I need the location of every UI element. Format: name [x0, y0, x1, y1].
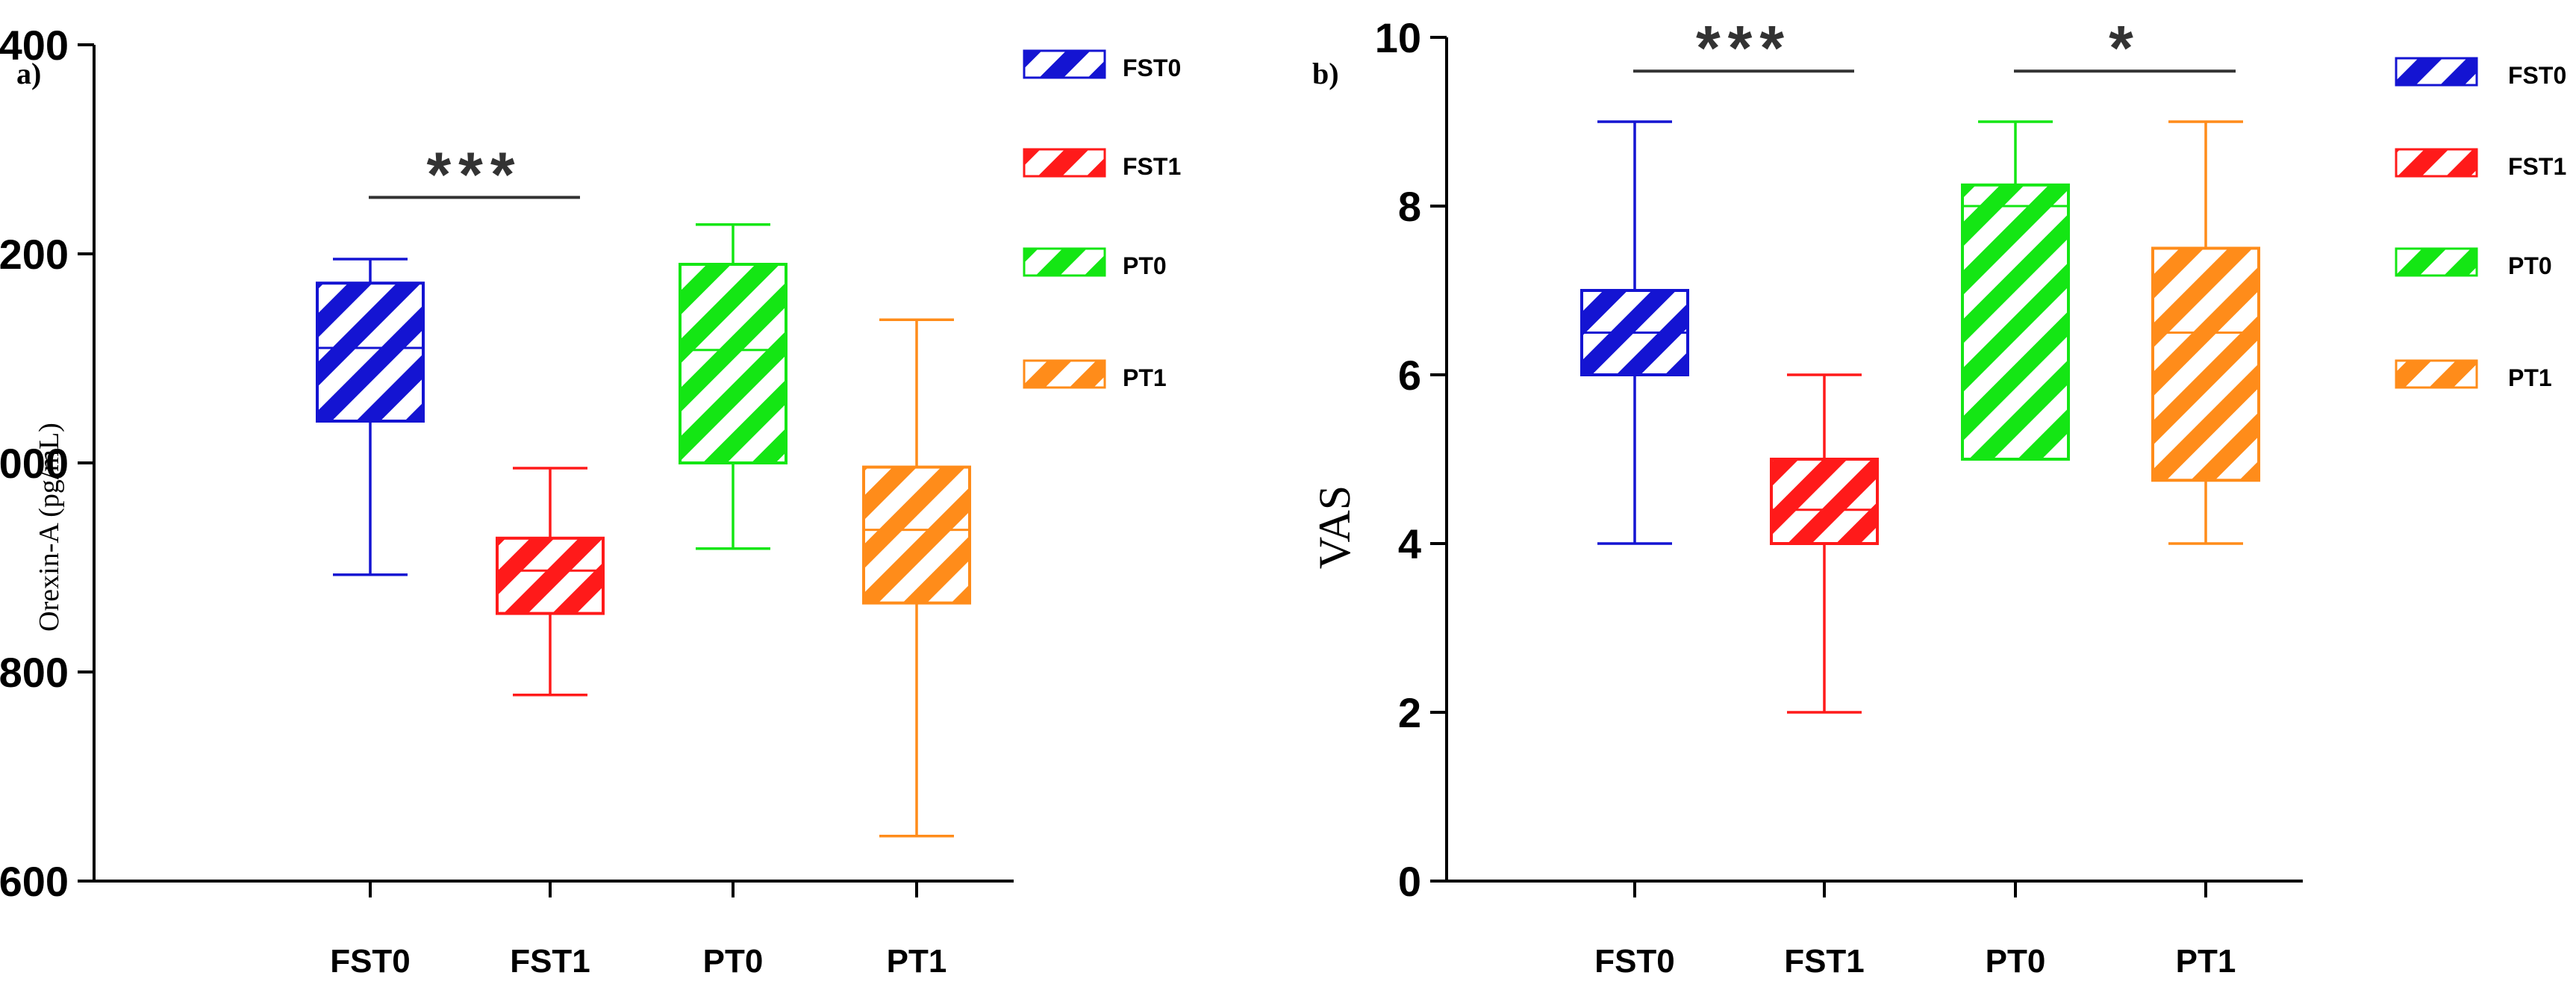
significance-stars: *: [2109, 13, 2141, 83]
box-iqr: [1961, 183, 2070, 461]
legend-item-fst1: FST1: [2395, 148, 2566, 180]
box-iqr: [316, 281, 425, 423]
legend-label: PT0: [2508, 252, 2552, 279]
legend-label: FST1: [2508, 153, 2566, 180]
legend-label: FST0: [2508, 62, 2566, 89]
x-tick-label: PT1: [2176, 943, 2236, 980]
y-tick-label: 2: [1398, 689, 1421, 736]
box-fst0: [316, 258, 425, 576]
panel-label: a): [16, 57, 41, 90]
legend-label: FST1: [1123, 153, 1181, 180]
box-fst0: [1580, 120, 1689, 545]
legend-item-pt0: PT0: [1023, 247, 1167, 279]
significance-stars: ***: [426, 139, 522, 209]
legend-label: PT0: [1123, 252, 1167, 279]
box-iqr: [679, 263, 788, 464]
y-tick-label: 2600: [0, 858, 69, 905]
legend-swatch: [2395, 359, 2478, 389]
significance-bracket: *: [2014, 13, 2236, 83]
legend-item-pt0: PT0: [2395, 247, 2552, 279]
y-tick-label: 3000: [0, 440, 69, 487]
legend-swatch: [1023, 247, 1106, 277]
y-axis-label: VAS: [1310, 485, 1359, 569]
legend-swatch: [2395, 247, 2478, 277]
y-axis-label: Orexin-A (pg/mL): [34, 423, 65, 632]
y-tick-label: 0: [1398, 858, 1421, 905]
y-tick-label: 3200: [0, 231, 69, 278]
box-pt1: [2151, 120, 2260, 545]
y-tick-label: 3400: [0, 22, 69, 69]
significance-bracket: ***: [369, 139, 580, 209]
box-pt0: [1961, 120, 2070, 461]
legend-swatch: [1023, 359, 1106, 389]
legend-item-fst0: FST0: [2395, 57, 2566, 89]
box-fst1: [1770, 373, 1879, 714]
box-pt1: [862, 318, 971, 838]
y-tick-label: 4: [1398, 520, 1421, 567]
box-fst1: [496, 467, 605, 697]
legend-swatch: [1023, 49, 1106, 79]
y-tick-label: 8: [1398, 183, 1421, 230]
x-tick-label: PT0: [1986, 943, 2046, 980]
y-tick-label: 10: [1375, 14, 1421, 61]
box-iqr: [862, 465, 971, 605]
significance-bracket: ***: [1633, 13, 1854, 83]
legend-label: PT1: [2508, 364, 2552, 391]
x-tick-label: PT1: [887, 943, 947, 980]
x-tick-label: FST1: [510, 943, 590, 980]
significance-stars: ***: [1696, 13, 1791, 83]
box-iqr: [2151, 246, 2260, 482]
legend-item-pt1: PT1: [2395, 359, 2552, 391]
plot-area: 2600 2800 3000 3200 3400 FST0 FST1 PT0 PT1 *** FST…: [0, 22, 1181, 980]
legend-item-fst0: FST0: [1023, 49, 1181, 81]
legend-label: FST0: [1123, 55, 1181, 81]
legend-swatch: [2395, 57, 2478, 87]
legend-swatch: [2395, 148, 2478, 178]
legend-label: PT1: [1123, 364, 1167, 391]
x-tick-label: FST1: [1784, 943, 1865, 980]
legend-item-fst1: FST1: [1023, 148, 1181, 180]
legend-item-pt1: PT1: [1023, 359, 1167, 391]
box-iqr: [496, 536, 605, 615]
x-tick-label: PT0: [703, 943, 764, 980]
box-iqr: [1770, 458, 1879, 545]
legend-swatch: [1023, 148, 1106, 178]
y-tick-label: 6: [1398, 352, 1421, 399]
y-tick-label: 2800: [0, 649, 69, 696]
panel-a: a) Orexin-A (pg/mL) 2600 2800 3000 3200 3400…: [0, 22, 1181, 980]
x-tick-label: FST0: [1594, 943, 1675, 980]
panel-label: b): [1312, 57, 1339, 90]
box-pt0: [679, 223, 788, 550]
x-tick-label: FST0: [330, 943, 411, 980]
